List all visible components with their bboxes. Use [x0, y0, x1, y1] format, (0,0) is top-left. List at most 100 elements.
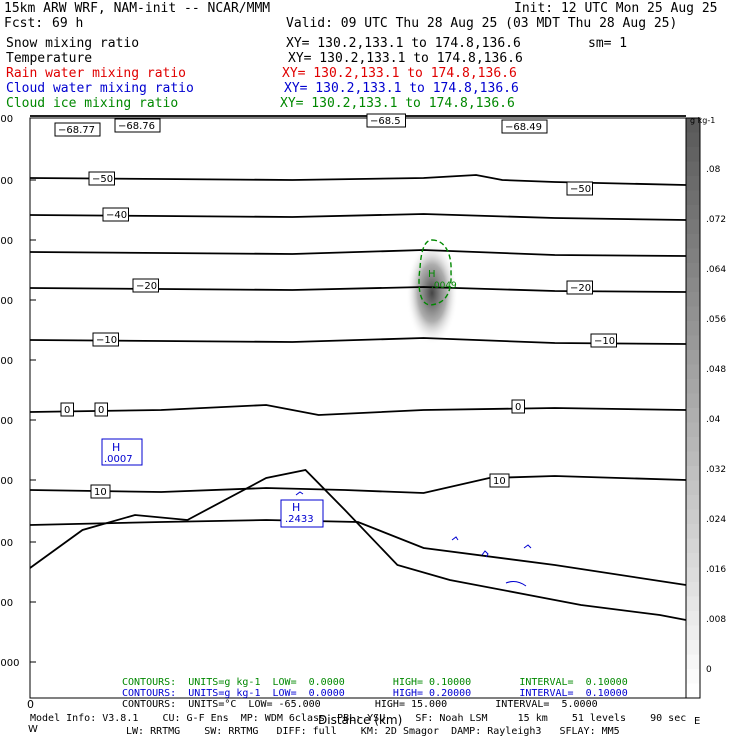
isotherm-layer: −68.77 −68.76 −68.5 −68.49 −50 −50 −40 −20 −20 −1… — [29, 113, 687, 586]
isotherm-line — [29, 174, 687, 186]
colorbar-cell — [686, 480, 700, 496]
colorbar-tick-label: .04 — [706, 415, 721, 425]
colorbar-cell — [686, 625, 700, 641]
colorbar-cell — [686, 118, 700, 133]
isotherm-label: −68.49 — [505, 122, 542, 133]
isotherm-label: −20 — [136, 281, 157, 292]
colorbar-cell — [686, 277, 700, 293]
init-time: Init: 12 UTC Mon 25 Aug 25 — [514, 1, 718, 16]
colorbar-cell — [686, 263, 700, 278]
field-name-snow: Snow mixing ratio — [6, 36, 140, 51]
isotherm-label-box — [501, 119, 548, 134]
isotherm-label: −68.5 — [370, 116, 401, 127]
pressure-tick-label: 500 — [0, 356, 13, 367]
colorbar-cell — [686, 683, 700, 699]
isotherm-label: −10 — [96, 335, 117, 346]
colorbar-tick-label: .056 — [706, 315, 726, 325]
pressure-tick-label: 1000 — [0, 658, 19, 669]
isotherm-label-box — [114, 118, 161, 133]
colorbar-cell — [686, 147, 700, 162]
colorbar-cell — [686, 553, 700, 568]
colorbar-cell — [686, 292, 700, 307]
colorbar-cell — [686, 451, 700, 467]
terrain-line — [29, 469, 687, 621]
isotherm-label: −10 — [594, 336, 615, 347]
isotherm-label: −68.76 — [118, 121, 155, 132]
x-axis-label: Distance (km) — [318, 713, 402, 727]
isotherm-label-box — [132, 278, 159, 293]
contour-info-temp: CONTOURS: UNITS=°C LOW= -65.000 HIGH= 15… — [122, 699, 598, 710]
isotherm-label-box — [94, 402, 108, 417]
contour-info-ice: CONTOURS: UNITS=g kg-1 LOW= 0.0000 HIGH=… — [122, 677, 628, 688]
cloud-water-high-value-1: .0007 — [104, 454, 133, 465]
colorbar-cell — [686, 509, 700, 525]
model-title: 15km ARW WRF, NAM-init -- NCAR/MMM — [4, 1, 271, 16]
colorbar-cell — [686, 350, 700, 365]
colorbar-cell — [686, 524, 700, 539]
pressure-tick-label: 800 — [0, 538, 13, 549]
isotherm-label-box — [489, 473, 510, 488]
forecast-label: Fcst: — [4, 16, 44, 31]
colorbar-cell — [686, 161, 700, 177]
isotherm-label-box — [60, 402, 74, 417]
cloud-ice-contour — [418, 239, 452, 306]
colorbar-cell — [686, 132, 700, 148]
x-end-label-west: W — [28, 724, 38, 735]
x-end-label-east: E — [694, 716, 700, 727]
field-xy-snow: XY= 130.2,133.1 to 174.8,136.6 — [286, 36, 521, 51]
colorbar-cell — [686, 379, 700, 394]
isotherm-label: −20 — [570, 283, 591, 294]
field-name-cloudice: Cloud ice mixing ratio — [6, 96, 179, 111]
isotherm-line — [29, 213, 687, 221]
colorbar-cell — [686, 538, 700, 554]
isotherm-label: 0 — [64, 405, 70, 416]
pressure-tick-label: 200 — [0, 176, 13, 187]
colorbar-cell — [686, 495, 700, 510]
isotherm-label-box — [566, 280, 593, 295]
isotherm-label-box — [92, 332, 119, 347]
model-info-line1: Model Info: V3.8.1 CU: G-F Ens MP: WDM 6… — [30, 713, 687, 724]
field-xy-rain: XY= 130.2,133.1 to 174.8,136.6 — [282, 66, 517, 81]
cloud-water-high-mark-2: H — [292, 501, 300, 514]
pressure-tick-label: 600 — [0, 416, 13, 427]
isotherm-label-box — [366, 113, 406, 128]
colorbar-cell — [686, 669, 700, 684]
cloud-water-high-value-2: .2433 — [285, 514, 314, 525]
colorbar-tick-label: .064 — [706, 265, 726, 275]
contour-info-water: CONTOURS: UNITS=g kg-1 LOW= 0.0000 HIGH=… — [122, 688, 628, 699]
pressure-tick-label: 300 — [0, 236, 13, 247]
colorbar-tick-label: .016 — [706, 565, 726, 575]
field-xy-cloudice: XY= 130.2,133.1 to 174.8,136.6 — [280, 96, 515, 111]
colorbar-cell — [686, 364, 700, 380]
cloud-water-blip — [481, 550, 489, 558]
colorbar-cell — [686, 306, 700, 322]
colorbar: 0 .008 .016 .024 .032 .04 .048 .056 .064 .072 .08 — [685, 117, 726, 699]
colorbar-cell — [686, 176, 700, 191]
pressure-tick-label: 400 — [0, 296, 13, 307]
isotherm-label-box — [566, 181, 593, 196]
pressure-tick-label: 700 — [0, 476, 13, 487]
cloud-ice-high-mark: H — [428, 269, 436, 280]
cloud-water-blip — [523, 544, 532, 549]
forecast-hour: 69 h — [52, 16, 84, 31]
terrain-layer — [29, 469, 687, 621]
colorbar-tick-label: 0 — [706, 665, 712, 675]
isotherm-label: 0 — [515, 402, 521, 413]
isotherm-label-box — [511, 399, 525, 414]
field-name-temp: Temperature — [6, 51, 93, 66]
cloud-water-high-box-2 — [280, 499, 324, 528]
colorbar-cell — [686, 582, 700, 597]
colorbar-cell — [686, 611, 700, 626]
isotherm-label: −68.77 — [58, 125, 95, 136]
cloud-water-high-mark-1: H — [112, 441, 120, 454]
isotherm-label-box — [90, 484, 111, 499]
x-tick-0: 0 — [27, 698, 34, 711]
colorbar-cell — [686, 219, 700, 235]
isotherm-line — [29, 404, 687, 416]
colorbar-cell — [686, 437, 700, 452]
field-name-rain: Rain water mixing ratio — [6, 66, 187, 81]
cloud-ice-value-label: .0049 — [431, 281, 457, 291]
colorbar-cell — [686, 190, 700, 206]
colorbar-tick-label: .08 — [706, 165, 721, 175]
